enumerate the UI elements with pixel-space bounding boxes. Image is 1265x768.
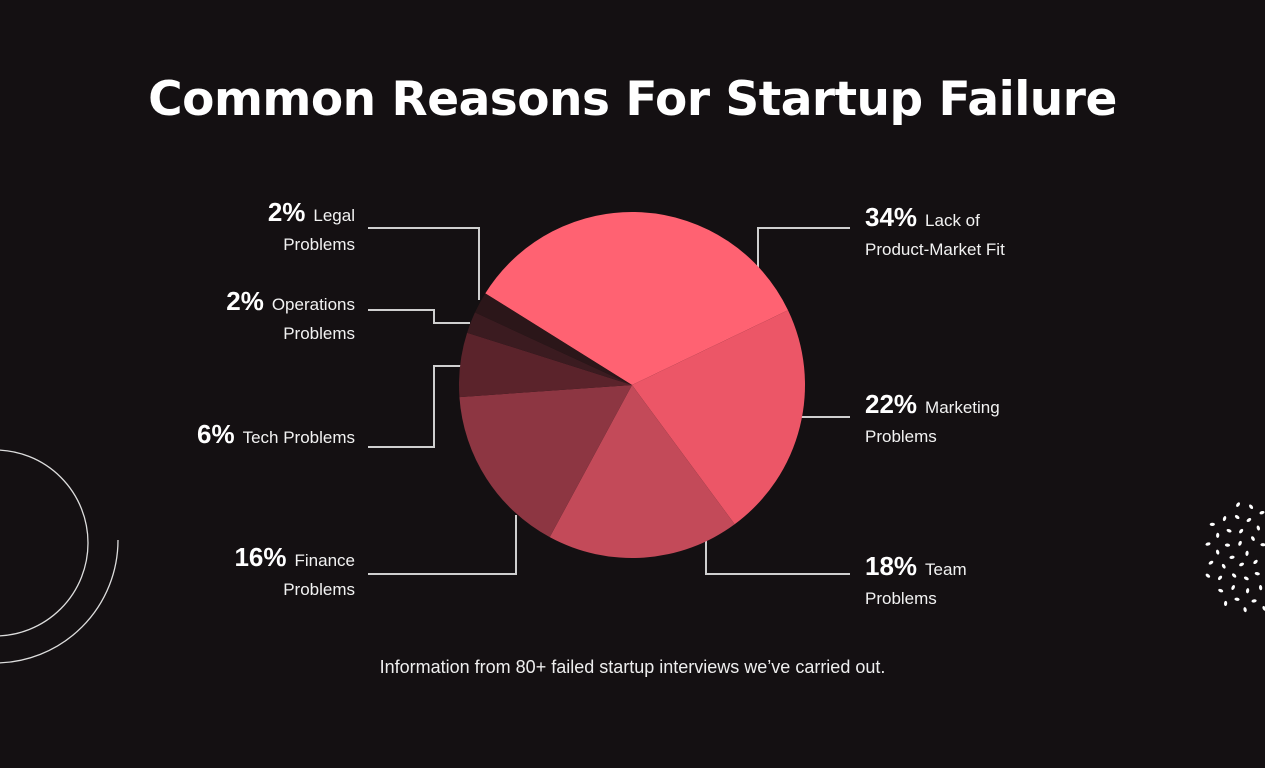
value-label: 18% (865, 551, 918, 581)
decor-dot (1262, 606, 1265, 611)
pie-slice (485, 212, 789, 385)
decor-dot (1231, 585, 1235, 590)
decor-dot (1229, 555, 1235, 559)
value-label: 2% (226, 286, 264, 316)
value-label: 22% (865, 389, 918, 419)
value-label: 2% (267, 197, 306, 227)
pie-slice (459, 385, 632, 538)
decor-dot (1234, 597, 1240, 601)
category-label: Team Problems (865, 560, 967, 608)
decor-dot (1246, 518, 1252, 522)
decor (0, 449, 119, 664)
decor-dot (1238, 540, 1242, 546)
value-label: 16% (234, 542, 287, 572)
pie-slice (467, 312, 632, 385)
leader-line (368, 515, 517, 575)
decor-dot (1243, 576, 1249, 581)
decor-dot (1239, 528, 1244, 534)
decor-dot (1260, 543, 1265, 547)
decor-arc (0, 539, 119, 664)
category-label: Marketing Problems (865, 398, 1000, 446)
decor-dot (1234, 515, 1240, 520)
decor-dot (1253, 559, 1258, 565)
decor-dot (1231, 573, 1237, 578)
decor-dot (1218, 588, 1224, 593)
leader-line (757, 227, 850, 268)
decor-dot (1249, 504, 1254, 510)
decor-dot (1215, 549, 1220, 555)
decor-circle (0, 449, 89, 637)
category-label: Legal Problems (283, 206, 355, 254)
decor-dot (1221, 563, 1226, 569)
value-label: 34% (865, 202, 918, 232)
slice-label: 22% Marketing Problems (865, 390, 1040, 451)
chart-title: Common Reasons For Startup Failure (148, 72, 1117, 127)
decor-dot (1208, 560, 1214, 565)
decor-dot (1205, 573, 1211, 578)
decor-dot (1239, 562, 1245, 567)
decor-dot (1216, 532, 1220, 538)
decor-dot (1245, 550, 1249, 556)
decor-dot (1245, 588, 1250, 594)
decor-dot (1236, 502, 1241, 507)
slice-label: 34% Lack of Product-Market Fit (865, 203, 1040, 264)
slice-label: 6% Tech Problems (195, 420, 355, 452)
pie-slice (632, 310, 805, 525)
leader-line (368, 309, 470, 324)
slice-label: 16% Finance Problems (195, 543, 355, 604)
slice-label: 2% Legal Problems (195, 198, 355, 259)
category-label: Lack of Product-Market Fit (865, 211, 1005, 259)
decor-dot (1243, 607, 1247, 613)
category-label: Finance Problems (283, 551, 355, 599)
category-label: Tech Problems (242, 428, 355, 447)
value-label: 6% (196, 419, 235, 449)
decor-dot (1251, 599, 1257, 603)
decor-dot (1217, 575, 1223, 581)
slice-label: 18% Team Problems (865, 552, 1040, 613)
pie-slice (549, 385, 735, 558)
leader-line (368, 365, 462, 448)
decor-dot (1224, 543, 1231, 547)
decor-dot (1254, 572, 1260, 576)
decor-dot (1209, 522, 1215, 526)
decor-dot (1259, 510, 1265, 515)
category-label: Operations Problems (271, 295, 355, 343)
caption: Information from 80+ failed startup inte… (379, 657, 886, 677)
leaders (368, 227, 850, 575)
slice-label: 2% Operations Problems (195, 287, 355, 348)
decor-dot (1222, 516, 1227, 522)
decor-dot (1205, 542, 1211, 546)
decor-dot (1258, 585, 1263, 591)
leader-line (368, 227, 480, 300)
decor-dot (1251, 536, 1255, 541)
pie-slice (459, 332, 632, 398)
decor-dots (1205, 502, 1265, 613)
decor-dot (1226, 528, 1232, 533)
leader-line (705, 540, 850, 575)
decor-dot (1224, 600, 1228, 607)
decor-dot (1256, 525, 1261, 531)
pie (459, 212, 805, 558)
pie-slice (474, 293, 632, 385)
